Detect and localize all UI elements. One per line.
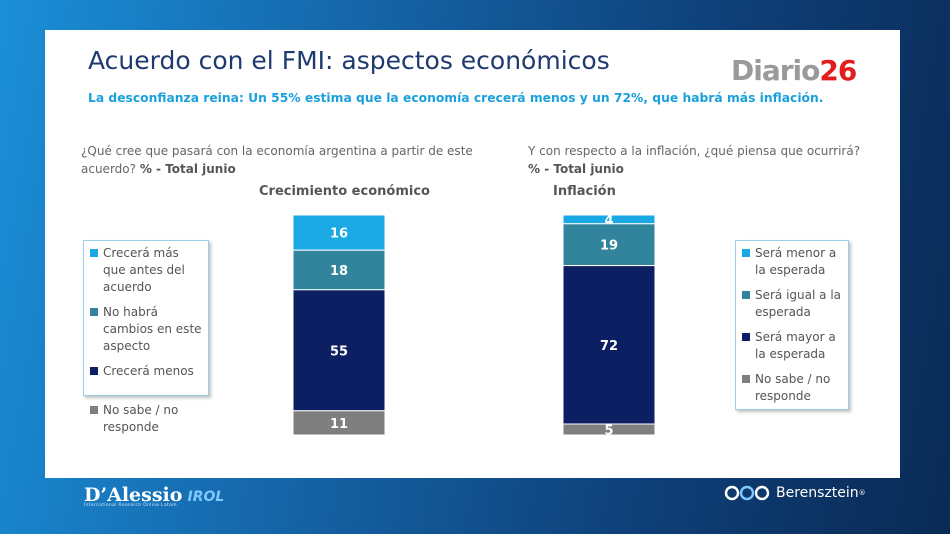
bar-segment: [562, 265, 656, 425]
legend-left: Crecerá más que antes del acuerdo No hab…: [83, 240, 209, 434]
bar-value-label: 16: [330, 227, 348, 242]
charts-svg: 16 18 55 11 4 19 72 5: [292, 213, 656, 439]
legend-swatch: [742, 375, 750, 383]
bar-value-label: 18: [330, 264, 348, 279]
legend-right-item: Será mayor a la esperada: [742, 329, 842, 363]
legend-left-item: No habrá cambios en este aspecto: [90, 304, 202, 355]
bar-value-label: 19: [600, 239, 618, 254]
legend-swatch: [90, 367, 98, 375]
diario26-logo: Diario26: [731, 54, 857, 87]
legend-left-item: No sabe / no responde: [90, 402, 202, 436]
question-right: Y con respecto a la inflación, ¿qué pien…: [528, 142, 888, 178]
dalessio-logo: D’Alessio IROL International Research On…: [84, 484, 225, 508]
chart-title-left: Crecimiento económico: [259, 184, 430, 199]
chart-title-right: Inflación: [553, 184, 616, 199]
legend-swatch: [90, 406, 98, 414]
bar-segment: [292, 289, 386, 412]
bar-segment: [562, 423, 656, 436]
bar-value-label: 5: [604, 424, 613, 439]
legend-swatch: [90, 249, 98, 257]
legend-left-item: Crecerá menos: [90, 363, 202, 380]
legend-left-item: Crecerá más que antes del acuerdo: [90, 245, 202, 296]
question-right-base: % - Total junio: [528, 162, 624, 176]
berensztein-logo: Berensztein ®: [724, 485, 866, 501]
question-left-base: % - Total junio: [139, 162, 236, 176]
legend-swatch: [90, 308, 98, 316]
bar-segment: [292, 249, 386, 291]
question-left-text: ¿Qué cree que pasará con la economía arg…: [81, 144, 473, 176]
question-right-text: Y con respecto a la inflación, ¿qué pien…: [528, 144, 861, 158]
bar-segment: [562, 223, 656, 267]
legend-right: Será menor a la esperada Será igual a la…: [735, 240, 849, 410]
legend-right-item: No sabe / no responde: [742, 371, 842, 405]
legend-right-item: Será igual a la esperada: [742, 287, 842, 321]
bar-segment: [292, 214, 386, 251]
slide-panel: Acuerdo con el FMI: aspectos económicos …: [45, 30, 900, 478]
legend-swatch: [742, 333, 750, 341]
page-subtitle: La desconfianza reina: Un 55% estima que…: [88, 91, 824, 105]
bar-value-label: 11: [330, 417, 348, 432]
legend-right-item: Será menor a la esperada: [742, 245, 842, 279]
bar-value-label: 55: [330, 344, 348, 359]
bar-value-label: 72: [600, 339, 618, 354]
legend-swatch: [742, 291, 750, 299]
legend-swatch: [742, 249, 750, 257]
page-title: Acuerdo con el FMI: aspectos económicos: [88, 46, 610, 75]
berensztein-icon: [724, 485, 770, 501]
question-left: ¿Qué cree que pasará con la economía arg…: [81, 142, 476, 178]
bar-segment: [292, 410, 386, 436]
bar-value-label: 4: [604, 213, 613, 228]
